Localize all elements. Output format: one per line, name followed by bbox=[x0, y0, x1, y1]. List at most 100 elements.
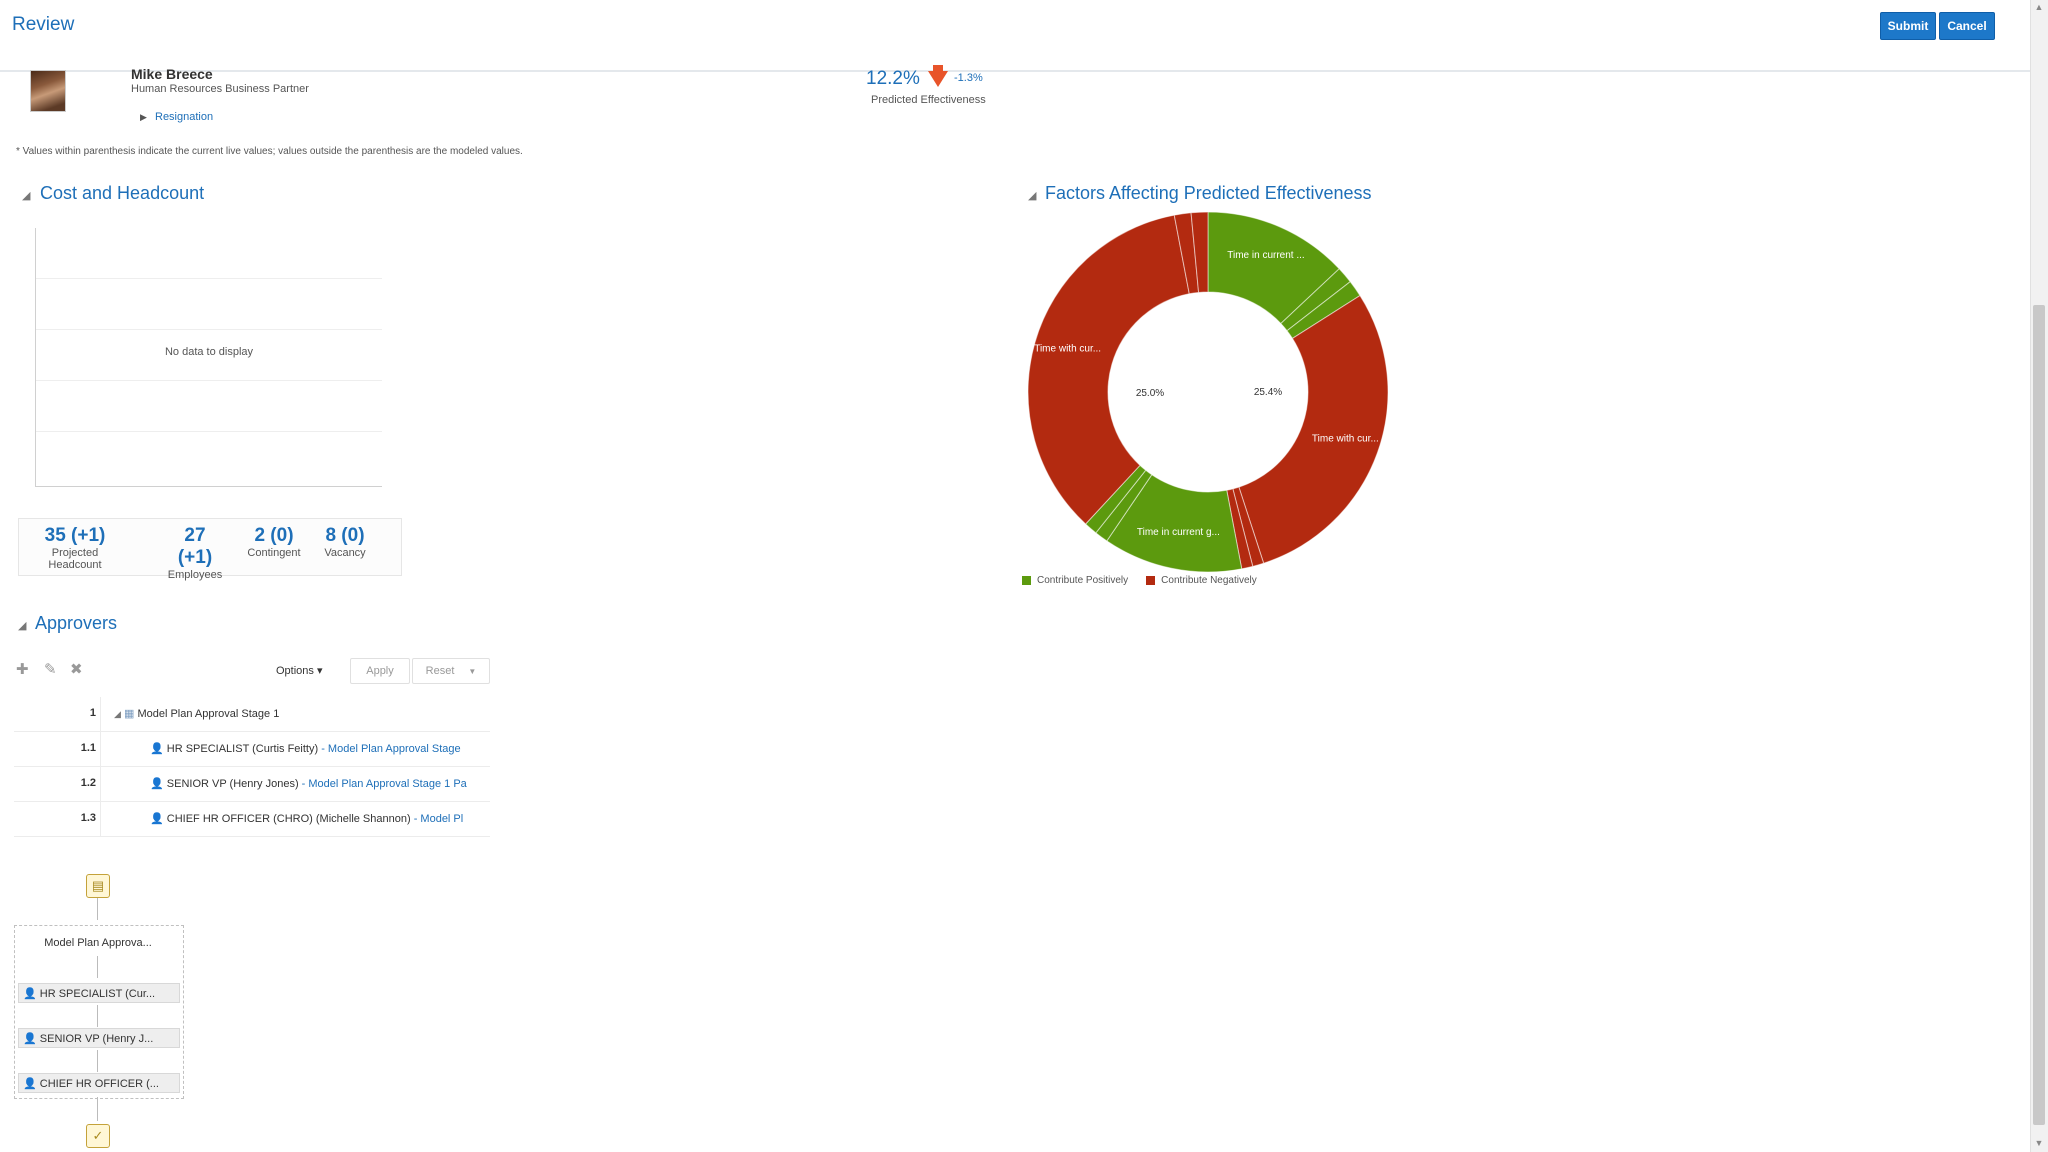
approvers-table: 1 ◢ ▦ Model Plan Approval Stage 1 1.1 👤 … bbox=[14, 697, 490, 837]
metric-label: Contingent bbox=[247, 547, 301, 559]
employee-role: Human Resources Business Partner bbox=[131, 83, 309, 95]
delete-icon[interactable]: ✖ bbox=[70, 661, 83, 678]
person-icon: 👤 bbox=[150, 778, 164, 790]
clipboard-check-icon: ✓ bbox=[86, 1124, 110, 1148]
table-row[interactable]: 1.3 👤 CHIEF HR OFFICER (CHRO) (Michelle … bbox=[14, 802, 490, 837]
factors-title[interactable]: Factors Affecting Predicted Effectivenes… bbox=[1045, 183, 1372, 203]
predicted-effectiveness-value: 12.2% bbox=[866, 68, 920, 89]
row-content: 👤 HR SPECIALIST (Curtis Feitty) - Model … bbox=[150, 742, 490, 755]
add-icon[interactable]: ✚ bbox=[16, 661, 29, 678]
scrollbar-thumb[interactable] bbox=[2033, 305, 2045, 1125]
page-title: Review bbox=[12, 14, 75, 35]
donut-slice[interactable] bbox=[1027, 214, 1190, 525]
factors-donut-chart: Time in current ... Time with cur... Time … bbox=[1027, 212, 1389, 572]
legend-negative-label: Contribute Negatively bbox=[1161, 575, 1257, 586]
flow-connector bbox=[97, 1005, 98, 1027]
donut-slice-label: Time in current ... bbox=[1227, 250, 1304, 261]
flow-item-label: SENIOR VP (Henry J... bbox=[39, 1033, 154, 1045]
down-arrow-icon-stem bbox=[933, 65, 943, 73]
scroll-up-icon[interactable]: ▲ bbox=[2034, 2, 2044, 12]
gridline bbox=[36, 329, 382, 330]
chevron-down-icon: ▼ bbox=[468, 666, 477, 676]
cancel-button[interactable]: Cancel bbox=[1939, 12, 1995, 40]
metric-label: Projected Headcount bbox=[48, 547, 102, 571]
clipboard-start-icon: ▤ bbox=[86, 874, 110, 898]
table-row[interactable]: 1 ◢ ▦ Model Plan Approval Stage 1 bbox=[14, 697, 490, 732]
gridline bbox=[36, 380, 382, 381]
table-row[interactable]: 1.2 👤 SENIOR VP (Henry Jones) - Model Pl… bbox=[14, 767, 490, 802]
table-row[interactable]: 1.1 👤 HR SPECIALIST (Curtis Feitty) - Mo… bbox=[14, 732, 490, 767]
metric-contingent: 2 (0) Contingent bbox=[241, 525, 307, 559]
person-icon: 👤 bbox=[23, 1033, 37, 1045]
metric-value: 35 (+1) bbox=[44, 525, 106, 546]
metric-value: 8 (0) bbox=[325, 525, 365, 546]
gridline bbox=[36, 278, 382, 279]
flow-item-hr-specialist[interactable]: 👤 HR SPECIALIST (Cur... bbox=[18, 983, 180, 1003]
collapse-triangle-icon[interactable]: ◢ bbox=[18, 620, 27, 632]
legend-positive-label: Contribute Positively bbox=[1037, 575, 1129, 586]
expand-arrow-icon[interactable]: ▶ bbox=[140, 112, 147, 122]
submit-button[interactable]: Submit bbox=[1880, 12, 1936, 40]
row-number: 1.1 bbox=[80, 742, 96, 754]
approver-name: HR SPECIALIST (Curtis Feitty) bbox=[166, 743, 319, 755]
stage-name: Model Plan Approval Stage 1 bbox=[137, 708, 280, 720]
approver-name: CHIEF HR OFFICER (CHRO) (Michelle Shanno… bbox=[166, 813, 411, 825]
employee-name: Mike Breece bbox=[131, 66, 213, 82]
person-icon: 👤 bbox=[23, 988, 37, 1000]
approver-stage: - Model Pl bbox=[410, 813, 464, 825]
options-menu-button[interactable]: Options ▾ bbox=[276, 665, 323, 677]
reset-label: Reset bbox=[425, 665, 455, 677]
apply-button[interactable]: Apply bbox=[350, 658, 410, 684]
edit-icon[interactable]: ✎ bbox=[44, 661, 57, 678]
cost-headcount-chart: No data to display bbox=[35, 228, 382, 487]
approver-stage: - Model Plan Approval Stage bbox=[318, 743, 461, 755]
headcount-metrics: 35 (+1) Projected Headcount 27 (+1) Empl… bbox=[18, 518, 402, 581]
metric-projected-headcount: 35 (+1) Projected Headcount bbox=[27, 525, 123, 571]
donut-center-left-value: 25.0% bbox=[1136, 388, 1164, 399]
person-icon: 👤 bbox=[150, 813, 164, 825]
flow-connector bbox=[97, 1097, 98, 1121]
cost-headcount-title[interactable]: Cost and Headcount bbox=[40, 183, 205, 203]
row-number: 1.3 bbox=[80, 812, 96, 824]
approval-flow-stage-box[interactable] bbox=[14, 925, 184, 1099]
metric-label: Employees bbox=[167, 569, 223, 581]
approver-stage: - Model Plan Approval Stage 1 Pa bbox=[298, 778, 467, 790]
row-number: 1.2 bbox=[80, 777, 96, 789]
no-data-message: No data to display bbox=[164, 346, 254, 358]
flow-item-label: HR SPECIALIST (Cur... bbox=[39, 988, 156, 1000]
scroll-down-icon[interactable]: ▼ bbox=[2034, 1138, 2044, 1148]
metric-vacancy: 8 (0) Vacancy bbox=[315, 525, 375, 559]
legend-swatch-negative bbox=[1146, 576, 1156, 585]
stage-icon: ▦ bbox=[123, 708, 135, 720]
flow-item-chief-hr-officer[interactable]: 👤 CHIEF HR OFFICER (... bbox=[18, 1073, 180, 1093]
donut-slice-label: Time with cur... bbox=[1312, 433, 1379, 444]
donut-slice-label: Time in current g... bbox=[1137, 527, 1220, 538]
flow-connector bbox=[97, 1050, 98, 1072]
down-arrow-icon bbox=[928, 71, 948, 87]
donut-slice[interactable] bbox=[1190, 212, 1209, 293]
expand-triangle-icon[interactable]: ◢ bbox=[114, 709, 121, 719]
resignation-link[interactable]: Resignation bbox=[155, 111, 214, 123]
donut-slice[interactable] bbox=[1238, 294, 1389, 564]
approvers-title[interactable]: Approvers bbox=[35, 613, 118, 633]
flow-connector bbox=[97, 956, 98, 978]
flow-stage-label: Model Plan Approva... bbox=[44, 937, 152, 949]
approver-name: SENIOR VP (Henry Jones) bbox=[166, 778, 299, 790]
collapse-triangle-icon[interactable]: ◢ bbox=[22, 190, 31, 202]
person-icon: 👤 bbox=[150, 743, 164, 755]
avatar bbox=[30, 70, 66, 112]
row-content: ◢ ▦ Model Plan Approval Stage 1 bbox=[114, 707, 484, 720]
metric-label: Vacancy bbox=[324, 547, 366, 559]
flow-item-senior-vp[interactable]: 👤 SENIOR VP (Henry J... bbox=[18, 1028, 180, 1048]
gridline bbox=[36, 431, 382, 432]
metric-employees: 27 (+1) Employees bbox=[165, 525, 225, 581]
metric-value: 27 (+1) bbox=[177, 525, 213, 568]
row-content: 👤 SENIOR VP (Henry Jones) - Model Plan A… bbox=[150, 777, 490, 790]
metric-value: 2 (0) bbox=[254, 525, 294, 546]
footnote: * Values within parenthesis indicate the… bbox=[16, 146, 523, 157]
reset-button[interactable]: Reset ▼ bbox=[412, 658, 490, 684]
collapse-triangle-icon[interactable]: ◢ bbox=[1028, 190, 1037, 202]
row-number: 1 bbox=[89, 707, 96, 719]
predicted-effectiveness-label: Predicted Effectiveness bbox=[871, 94, 986, 106]
donut-center-right-value: 25.4% bbox=[1254, 387, 1282, 398]
